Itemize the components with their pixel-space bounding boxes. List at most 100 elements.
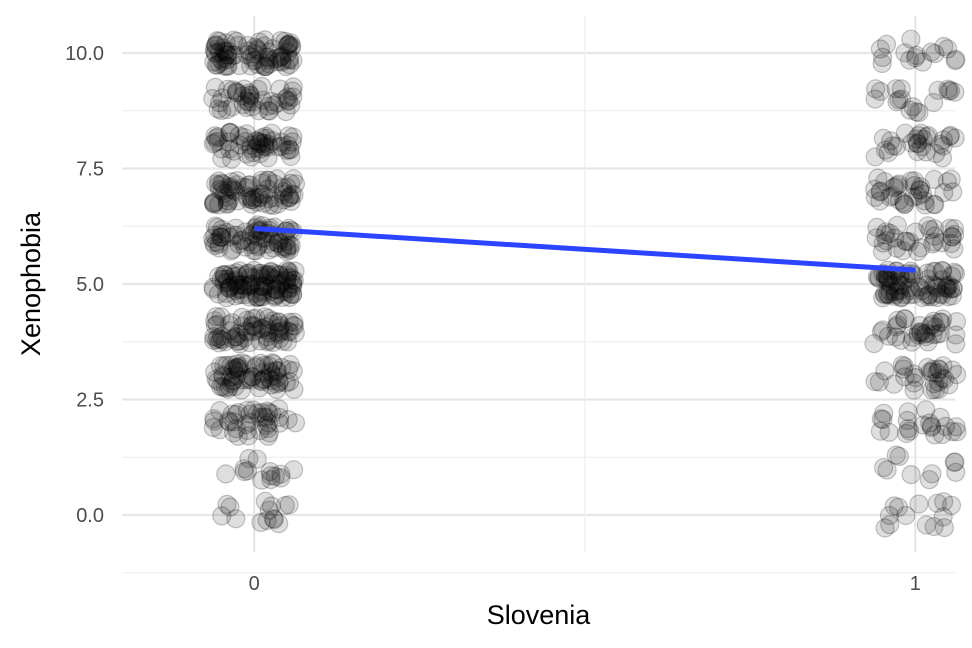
data-point (283, 274, 303, 294)
data-point (217, 190, 237, 211)
data-point (266, 279, 286, 299)
data-point (278, 135, 298, 155)
data-point (283, 77, 303, 97)
data-point (271, 30, 291, 51)
data-point (257, 327, 277, 347)
data-point (255, 137, 275, 157)
data-point (923, 261, 944, 282)
data-point (279, 91, 299, 111)
data-point (231, 231, 251, 251)
data-point (269, 373, 289, 393)
data-point (886, 317, 906, 337)
data-point (874, 403, 894, 423)
data-point (283, 361, 303, 381)
data-point (204, 194, 224, 214)
data-point (204, 194, 224, 214)
data-point (225, 376, 245, 397)
data-point (238, 175, 259, 195)
data-point (252, 470, 272, 490)
data-point (940, 80, 961, 101)
data-point (908, 323, 928, 343)
data-point (939, 275, 959, 295)
data-point (261, 363, 281, 383)
data-point (943, 278, 963, 298)
data-point (234, 462, 254, 482)
data-point (881, 131, 901, 151)
data-point (219, 191, 239, 211)
data-point (945, 452, 965, 472)
data-point (873, 128, 893, 148)
data-point (242, 315, 262, 335)
data-point (272, 46, 292, 66)
data-point (269, 312, 289, 332)
data-point (927, 278, 947, 298)
data-point (944, 239, 964, 259)
data-point (931, 312, 952, 333)
data-point (206, 174, 226, 194)
data-point (271, 468, 291, 488)
data-point (896, 231, 917, 252)
data-point (271, 132, 291, 152)
data-point (924, 194, 944, 214)
data-point (923, 325, 943, 345)
data-point (897, 410, 917, 431)
data-point (259, 368, 279, 388)
data-point (942, 266, 962, 286)
data-point (281, 95, 301, 115)
data-point (258, 413, 279, 433)
data-point (238, 178, 258, 198)
data-point (916, 275, 936, 295)
data-point (279, 139, 300, 160)
data-point (204, 409, 224, 429)
data-point (925, 425, 945, 445)
data-point (876, 34, 897, 54)
data-point (250, 132, 270, 152)
data-point (255, 265, 275, 285)
data-point (237, 461, 258, 481)
data-point (203, 88, 223, 109)
data-point (253, 193, 273, 213)
data-point (267, 361, 287, 381)
data-point (878, 284, 898, 304)
data-point (865, 179, 885, 199)
y-tick-label: 10.0 (65, 43, 104, 65)
data-point (229, 361, 249, 381)
x-tick-label: 1 (910, 573, 921, 595)
data-point (246, 356, 266, 376)
data-point (252, 363, 272, 383)
data-point (232, 370, 252, 390)
data-point (208, 175, 228, 195)
data-point (227, 175, 247, 195)
data-point (207, 314, 227, 335)
data-point (209, 171, 229, 191)
data-point (252, 76, 272, 97)
data-point (234, 79, 254, 99)
data-point (891, 288, 912, 308)
data-point (238, 188, 258, 209)
data-point (284, 316, 304, 336)
data-point (911, 238, 931, 258)
data-point (242, 367, 262, 387)
data-point (928, 80, 948, 100)
data-point (214, 264, 234, 285)
data-point (270, 329, 290, 349)
data-point (244, 260, 264, 280)
data-point (246, 308, 266, 328)
data-point (228, 35, 248, 56)
data-point (204, 192, 224, 212)
data-point (281, 268, 301, 288)
data-point (271, 47, 291, 67)
data-point (226, 270, 246, 290)
data-point (278, 279, 298, 299)
data-point (220, 123, 240, 143)
data-point (942, 227, 962, 247)
data-point (934, 36, 954, 57)
data-point (239, 232, 259, 252)
data-point (269, 48, 289, 68)
data-point (924, 516, 944, 537)
data-point (241, 135, 261, 155)
data-point (875, 225, 895, 245)
data-point (277, 267, 297, 288)
data-point (865, 79, 886, 99)
data-point (889, 90, 909, 110)
